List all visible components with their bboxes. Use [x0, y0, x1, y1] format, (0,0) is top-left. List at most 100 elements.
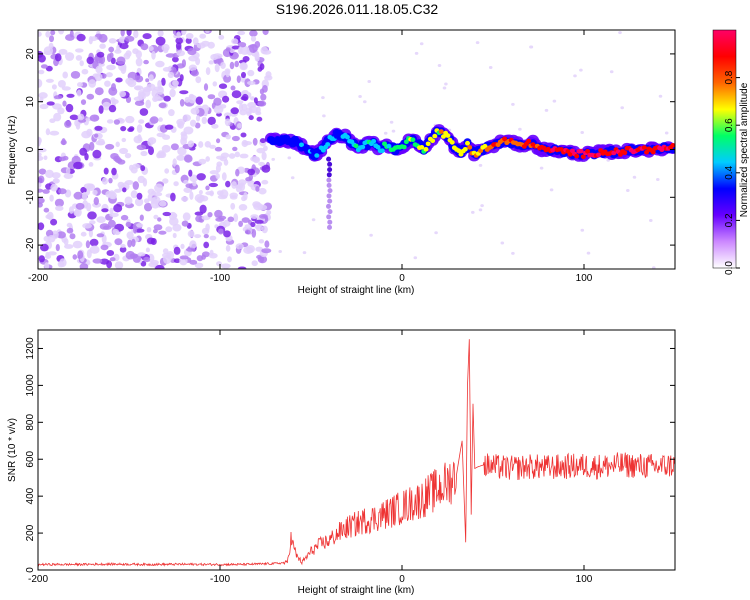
noise-blob — [444, 82, 448, 86]
noise-blob — [106, 250, 115, 256]
noise-blob — [262, 30, 269, 36]
noise-blob — [65, 34, 75, 41]
noise-blob — [241, 195, 247, 202]
noise-blob — [188, 169, 193, 177]
ridge-point — [360, 144, 366, 150]
noise-blob — [363, 100, 367, 104]
noise-blob — [251, 228, 257, 238]
noise-blob — [238, 204, 248, 211]
noise-blob — [230, 107, 239, 115]
noise-blob — [163, 255, 172, 264]
noise-blob — [157, 217, 162, 222]
noise-blob — [57, 80, 66, 88]
noise-blob — [162, 67, 172, 72]
noise-blob — [247, 168, 256, 176]
noise-blob — [234, 151, 240, 158]
noise-blob — [170, 192, 176, 202]
noise-blob — [108, 86, 118, 96]
noise-blob — [158, 230, 167, 235]
noise-blob — [187, 230, 195, 238]
noise-blob — [264, 240, 270, 248]
noise-blob — [254, 219, 264, 224]
noise-blob — [40, 243, 49, 252]
noise-blob — [62, 71, 68, 79]
noise-blob — [124, 180, 134, 185]
noise-blob — [205, 67, 211, 76]
noise-blob — [500, 241, 505, 245]
noise-blob — [114, 188, 122, 193]
noise-blob — [220, 263, 231, 269]
ridge-point — [644, 149, 650, 155]
noise-blob — [511, 102, 515, 106]
y-tick-label: 200 — [25, 524, 36, 541]
noise-blob — [45, 78, 54, 83]
noise-blob — [241, 93, 249, 102]
noise-blob — [101, 73, 107, 79]
snr-y-label: SNR (10 * v/v) — [7, 418, 18, 482]
y-tick-label: 1200 — [25, 337, 36, 360]
noise-blob — [252, 137, 258, 146]
noise-blob — [54, 198, 64, 208]
ridge-point — [401, 144, 407, 150]
noise-blob — [86, 202, 92, 212]
noise-blob — [113, 204, 123, 213]
noise-blob — [250, 221, 256, 228]
noise-blob — [66, 222, 73, 228]
noise-blob — [126, 231, 134, 240]
noise-blob — [125, 250, 135, 260]
noise-blob — [544, 108, 549, 112]
ridge-spur — [327, 188, 333, 194]
noise-blob — [256, 147, 266, 154]
ridge-spur — [327, 209, 333, 215]
noise-blob — [88, 36, 93, 45]
noise-blob — [89, 245, 100, 254]
noise-blob — [183, 179, 189, 185]
ridge-point — [438, 129, 444, 134]
noise-blob — [248, 174, 253, 181]
noise-blob — [145, 99, 151, 109]
noise-blob — [144, 202, 153, 212]
noise-blob — [198, 158, 207, 165]
noise-blob — [175, 37, 183, 45]
noise-blob — [142, 178, 148, 187]
noise-blob — [51, 84, 57, 90]
noise-blob — [195, 57, 201, 66]
noise-blob — [135, 50, 142, 59]
noise-blob — [136, 144, 147, 151]
y-tick-label: 20 — [25, 48, 36, 60]
noise-blob — [121, 137, 127, 143]
noise-blob — [38, 148, 47, 153]
noise-blob — [45, 169, 54, 179]
noise-blob — [143, 59, 149, 65]
noise-blob — [143, 256, 151, 263]
y-tick-label: 1000 — [25, 374, 36, 397]
noise-blob — [208, 60, 214, 65]
noise-blob — [194, 122, 201, 129]
ridge-point — [432, 133, 438, 139]
noise-blob — [218, 83, 228, 89]
noise-blob — [92, 189, 98, 196]
noise-blob — [203, 241, 210, 249]
noise-blob — [125, 50, 132, 57]
ridge-point — [465, 140, 470, 146]
noise-blob — [140, 165, 146, 172]
noise-blob — [260, 46, 269, 55]
noise-blob — [258, 214, 268, 219]
noise-blob — [254, 41, 261, 48]
noise-blob — [128, 126, 135, 132]
noise-blob — [609, 70, 614, 74]
noise-blob — [183, 187, 193, 194]
ridge-point — [430, 138, 436, 144]
noise-blob — [140, 43, 149, 51]
noise-blob — [235, 168, 240, 177]
noise-blob — [265, 71, 272, 79]
noise-blob — [185, 247, 196, 252]
noise-blob — [86, 249, 92, 259]
noise-blob — [196, 173, 206, 181]
noise-blob — [216, 138, 221, 144]
noise-blob — [96, 216, 106, 224]
ridge-point — [574, 153, 580, 159]
noise-blob — [124, 35, 135, 42]
noise-blob — [511, 251, 515, 255]
noise-blob — [419, 42, 424, 46]
